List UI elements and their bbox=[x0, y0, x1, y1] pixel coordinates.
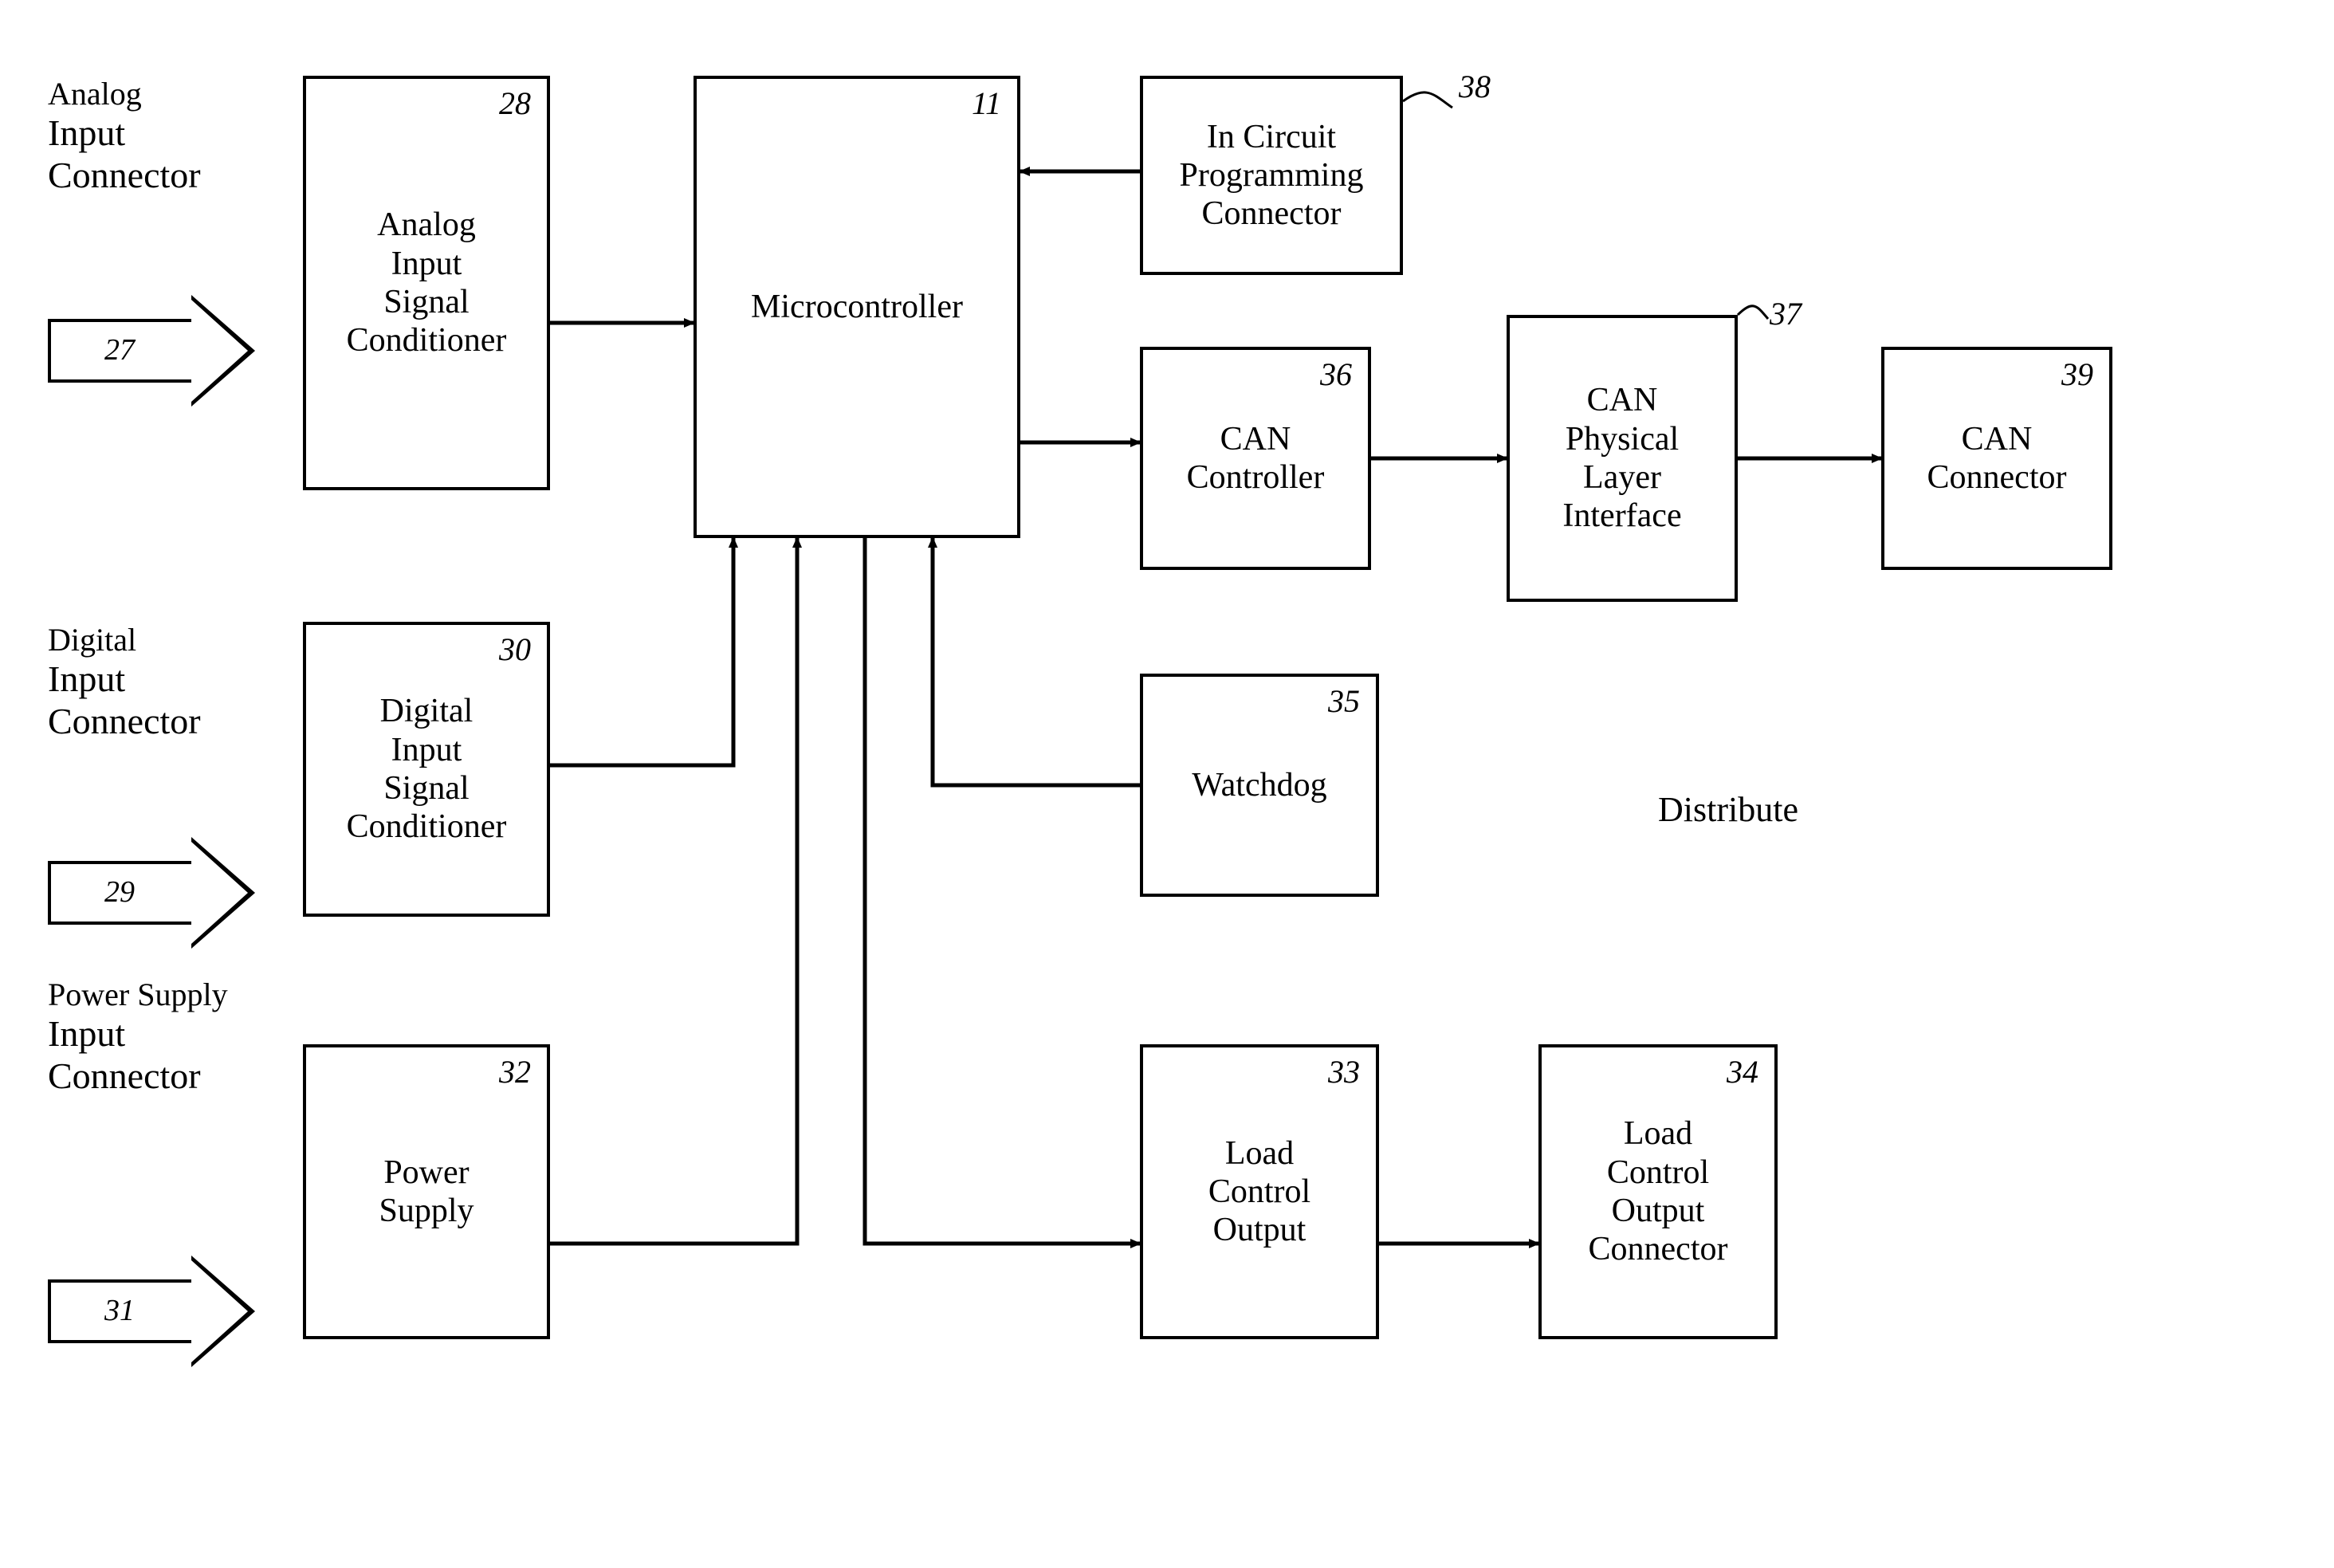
edge bbox=[933, 538, 1140, 785]
node-label: CANPhysicalLayerInterface bbox=[1562, 381, 1681, 535]
node-label: LoadControlOutputConnector bbox=[1589, 1114, 1728, 1268]
diagram-canvas: 28 AnalogInputSignalConditioner 11 Micro… bbox=[0, 0, 2334, 1568]
node-label: AnalogInputSignalConditioner bbox=[347, 206, 507, 360]
edge bbox=[865, 538, 1140, 1244]
edge bbox=[550, 538, 797, 1244]
block-arrow-29: 29 bbox=[48, 837, 255, 949]
node-microcontroller: 11 Microcontroller bbox=[694, 76, 1020, 538]
node-number: 39 bbox=[2061, 356, 2093, 393]
node-number: 30 bbox=[499, 631, 531, 668]
edge bbox=[550, 538, 733, 765]
node-label: In CircuitProgrammingConnector bbox=[1180, 118, 1364, 234]
label-line: Connector bbox=[48, 1055, 228, 1098]
node-load-control-output-connector: 34 LoadControlOutputConnector bbox=[1538, 1044, 1778, 1339]
label-line: Input bbox=[48, 658, 201, 701]
label-line: Power Supply bbox=[48, 977, 228, 1013]
node-watchdog: 35 Watchdog bbox=[1140, 674, 1379, 897]
label-line: Digital bbox=[48, 622, 201, 658]
node-number: 11 bbox=[972, 85, 1001, 122]
block-arrow-number: 29 bbox=[48, 874, 191, 910]
block-arrow-31: 31 bbox=[48, 1256, 255, 1367]
label-distribute: Distribute bbox=[1658, 789, 1798, 830]
node-number: 36 bbox=[1320, 356, 1352, 393]
node-can-connector: 39 CANConnector bbox=[1881, 347, 2112, 570]
label-line: Input bbox=[48, 1013, 228, 1055]
block-arrow-number: 31 bbox=[48, 1293, 191, 1328]
node-number: 34 bbox=[1727, 1054, 1758, 1091]
label-analog-input-connector: Analog Input Connector bbox=[48, 76, 201, 197]
label-line: Connector bbox=[48, 155, 201, 197]
label-line: Analog bbox=[48, 76, 201, 112]
node-number: 28 bbox=[499, 85, 531, 122]
node-label: CANConnector bbox=[1927, 420, 2067, 497]
node-label: DigitalInputSignalConditioner bbox=[347, 692, 507, 846]
block-arrow-27: 27 bbox=[48, 295, 255, 407]
node-number: 32 bbox=[499, 1054, 531, 1091]
callout-number-37: 37 bbox=[1770, 295, 1802, 332]
node-can-controller: 36 CANController bbox=[1140, 347, 1371, 570]
callout-number-38: 38 bbox=[1459, 68, 1491, 105]
block-arrow-number: 27 bbox=[48, 332, 191, 367]
callout-leader bbox=[1403, 92, 1452, 108]
node-label: Microcontroller bbox=[751, 288, 963, 326]
node-digital-input-signal-conditioner: 30 DigitalInputSignalConditioner bbox=[303, 622, 550, 917]
node-number: 35 bbox=[1328, 683, 1360, 720]
node-label: LoadControlOutput bbox=[1208, 1134, 1310, 1250]
node-load-control-output: 33 LoadControlOutput bbox=[1140, 1044, 1379, 1339]
node-in-circuit-programming-connector: In CircuitProgrammingConnector bbox=[1140, 76, 1403, 275]
node-label: Watchdog bbox=[1192, 766, 1326, 804]
node-can-physical-layer-interface: CANPhysicalLayerInterface bbox=[1507, 315, 1738, 602]
label-power-supply-input-connector: Power Supply Input Connector bbox=[48, 977, 228, 1098]
node-analog-input-signal-conditioner: 28 AnalogInputSignalConditioner bbox=[303, 76, 550, 490]
node-power-supply: 32 PowerSupply bbox=[303, 1044, 550, 1339]
node-number: 33 bbox=[1328, 1054, 1360, 1091]
label-line: Input bbox=[48, 112, 201, 155]
node-label: PowerSupply bbox=[379, 1153, 473, 1231]
label-digital-input-connector: Digital Input Connector bbox=[48, 622, 201, 743]
callout-leader bbox=[1738, 306, 1768, 319]
node-label: CANController bbox=[1187, 420, 1325, 497]
label-line: Connector bbox=[48, 701, 201, 743]
